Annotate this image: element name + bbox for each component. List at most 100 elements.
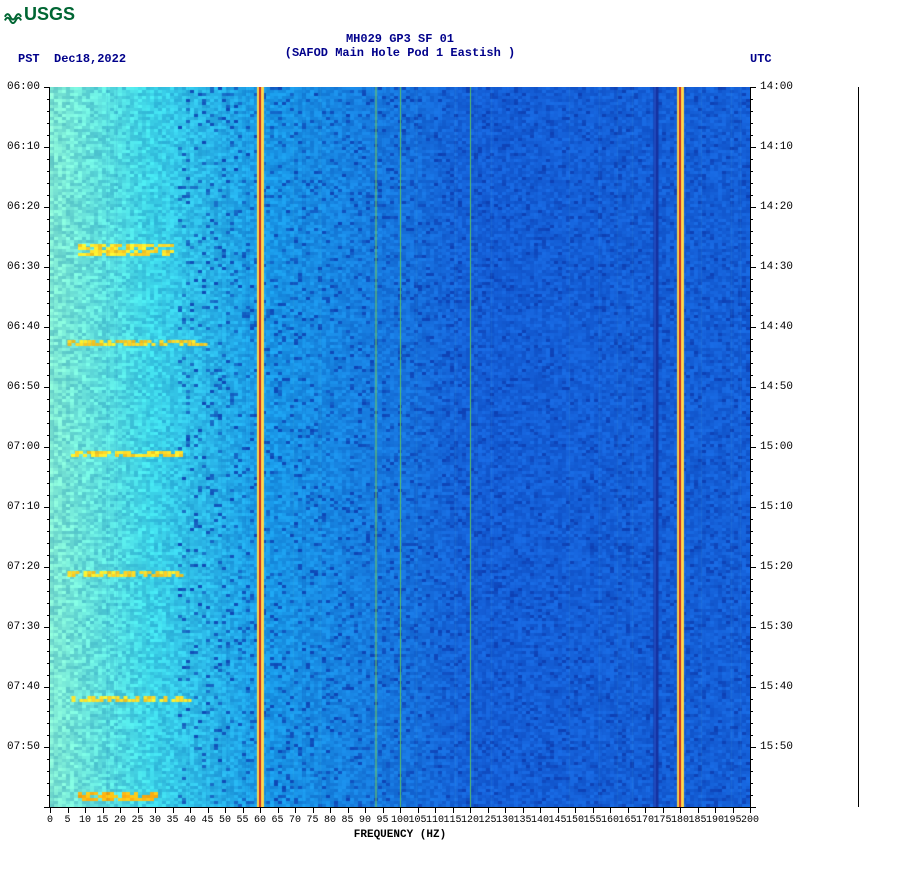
y-tick — [750, 231, 753, 232]
y-tick — [47, 243, 50, 244]
y-tick — [47, 399, 50, 400]
y-tick — [750, 699, 753, 700]
y-tick — [750, 243, 753, 244]
y-tick — [750, 399, 753, 400]
y-tick — [750, 555, 753, 556]
y-tick-label: 07:50 — [7, 741, 40, 753]
y-tick — [47, 711, 50, 712]
x-tick — [348, 807, 349, 813]
y-tick — [750, 639, 753, 640]
usgs-logo: USGS — [4, 4, 75, 25]
x-tick-label: 0 — [47, 815, 53, 826]
y-tick — [750, 279, 753, 280]
tz-left-label: PST Dec18,2022 — [18, 52, 126, 66]
x-tick-label: 195 — [723, 815, 741, 826]
y-tick — [750, 195, 753, 196]
x-tick-label: 5 — [64, 815, 70, 826]
usgs-logo-text: USGS — [24, 4, 75, 25]
x-tick — [138, 807, 139, 813]
y-tick — [44, 687, 50, 688]
x-tick-label: 175 — [653, 815, 671, 826]
y-tick — [750, 543, 753, 544]
y-tick-label: 15:00 — [760, 441, 793, 453]
y-tick — [750, 531, 753, 532]
y-tick — [47, 471, 50, 472]
x-tick — [558, 807, 559, 813]
y-tick — [750, 711, 753, 712]
y-tick — [44, 507, 50, 508]
y-tick — [750, 219, 753, 220]
y-tick-label: 06:00 — [7, 81, 40, 93]
y-tick — [44, 447, 50, 448]
x-tick-label: 170 — [636, 815, 654, 826]
x-tick-label: 150 — [566, 815, 584, 826]
y-tick — [750, 519, 753, 520]
station-id: MH029 GP3 SF 01 — [0, 32, 800, 46]
y-tick — [750, 351, 753, 352]
y-tick-label: 14:20 — [760, 201, 793, 213]
x-tick — [365, 807, 366, 813]
y-tick — [750, 135, 753, 136]
x-tick-label: 55 — [236, 815, 248, 826]
y-tick — [750, 387, 756, 388]
x-tick-label: 15 — [96, 815, 108, 826]
y-tick — [750, 375, 753, 376]
y-tick — [44, 147, 50, 148]
y-tick-label: 07:00 — [7, 441, 40, 453]
y-tick — [750, 315, 753, 316]
y-tick — [750, 171, 753, 172]
y-tick — [47, 639, 50, 640]
x-tick — [383, 807, 384, 813]
x-tick — [103, 807, 104, 813]
y-tick — [47, 183, 50, 184]
y-tick — [47, 615, 50, 616]
y-tick — [47, 351, 50, 352]
x-tick-label: 75 — [306, 815, 318, 826]
y-tick — [750, 579, 753, 580]
y-tick — [750, 471, 753, 472]
y-tick — [750, 291, 753, 292]
y-tick — [44, 747, 50, 748]
y-tick — [47, 411, 50, 412]
spectrogram-canvas — [50, 87, 750, 807]
y-tick-label: 07:10 — [7, 501, 40, 513]
y-tick — [44, 387, 50, 388]
x-tick-label: 60 — [254, 815, 266, 826]
x-tick — [628, 807, 629, 813]
y-tick — [47, 423, 50, 424]
y-tick — [44, 267, 50, 268]
y-tick — [44, 627, 50, 628]
x-tick-label: 30 — [149, 815, 161, 826]
x-tick — [208, 807, 209, 813]
y-tick — [47, 459, 50, 460]
x-tick — [593, 807, 594, 813]
y-tick — [750, 783, 753, 784]
y-tick — [47, 135, 50, 136]
x-tick — [575, 807, 576, 813]
y-tick — [47, 231, 50, 232]
y-tick-label: 15:20 — [760, 561, 793, 573]
y-axis-pst: 06:0006:1006:2006:3006:4006:5007:0007:10… — [0, 87, 50, 807]
y-tick — [750, 735, 753, 736]
y-tick — [47, 699, 50, 700]
y-tick — [750, 159, 753, 160]
y-tick — [750, 771, 753, 772]
y-tick — [750, 111, 753, 112]
y-tick — [750, 567, 756, 568]
x-tick — [295, 807, 296, 813]
y-tick — [44, 567, 50, 568]
x-tick-label: 70 — [289, 815, 301, 826]
y-axis-utc: 14:0014:1014:2014:3014:4014:5015:0015:10… — [750, 87, 810, 807]
x-tick — [243, 807, 244, 813]
x-tick-label: 20 — [114, 815, 126, 826]
y-tick — [47, 555, 50, 556]
y-tick-label: 06:50 — [7, 381, 40, 393]
x-tick-label: 115 — [443, 815, 461, 826]
x-tick-label: 10 — [79, 815, 91, 826]
x-tick — [645, 807, 646, 813]
x-tick — [610, 807, 611, 813]
y-tick — [750, 363, 753, 364]
x-tick-label: 125 — [478, 815, 496, 826]
x-tick — [173, 807, 174, 813]
x-tick — [418, 807, 419, 813]
